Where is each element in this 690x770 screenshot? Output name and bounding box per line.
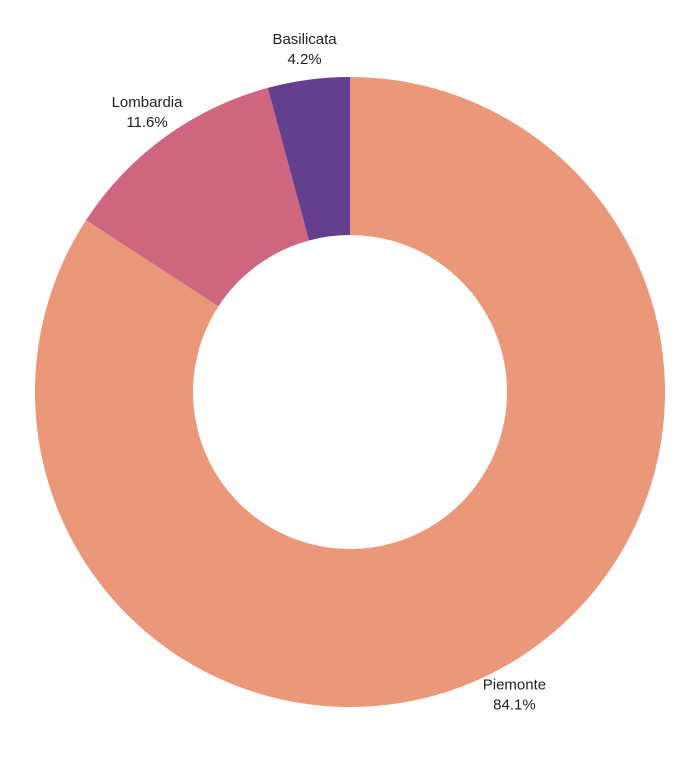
donut-slice: [267, 77, 350, 241]
slice-value-label: 84.1%: [493, 696, 536, 713]
slice-label: Lombardia: [112, 94, 184, 111]
slice-label: Basilicata: [272, 31, 337, 48]
slice-label: Piemonte: [483, 676, 546, 693]
donut-slice: [86, 87, 310, 307]
donut-slice: [35, 77, 665, 707]
slice-value-label: 11.6%: [126, 114, 167, 131]
slice-value-label: 4.2%: [287, 51, 321, 68]
